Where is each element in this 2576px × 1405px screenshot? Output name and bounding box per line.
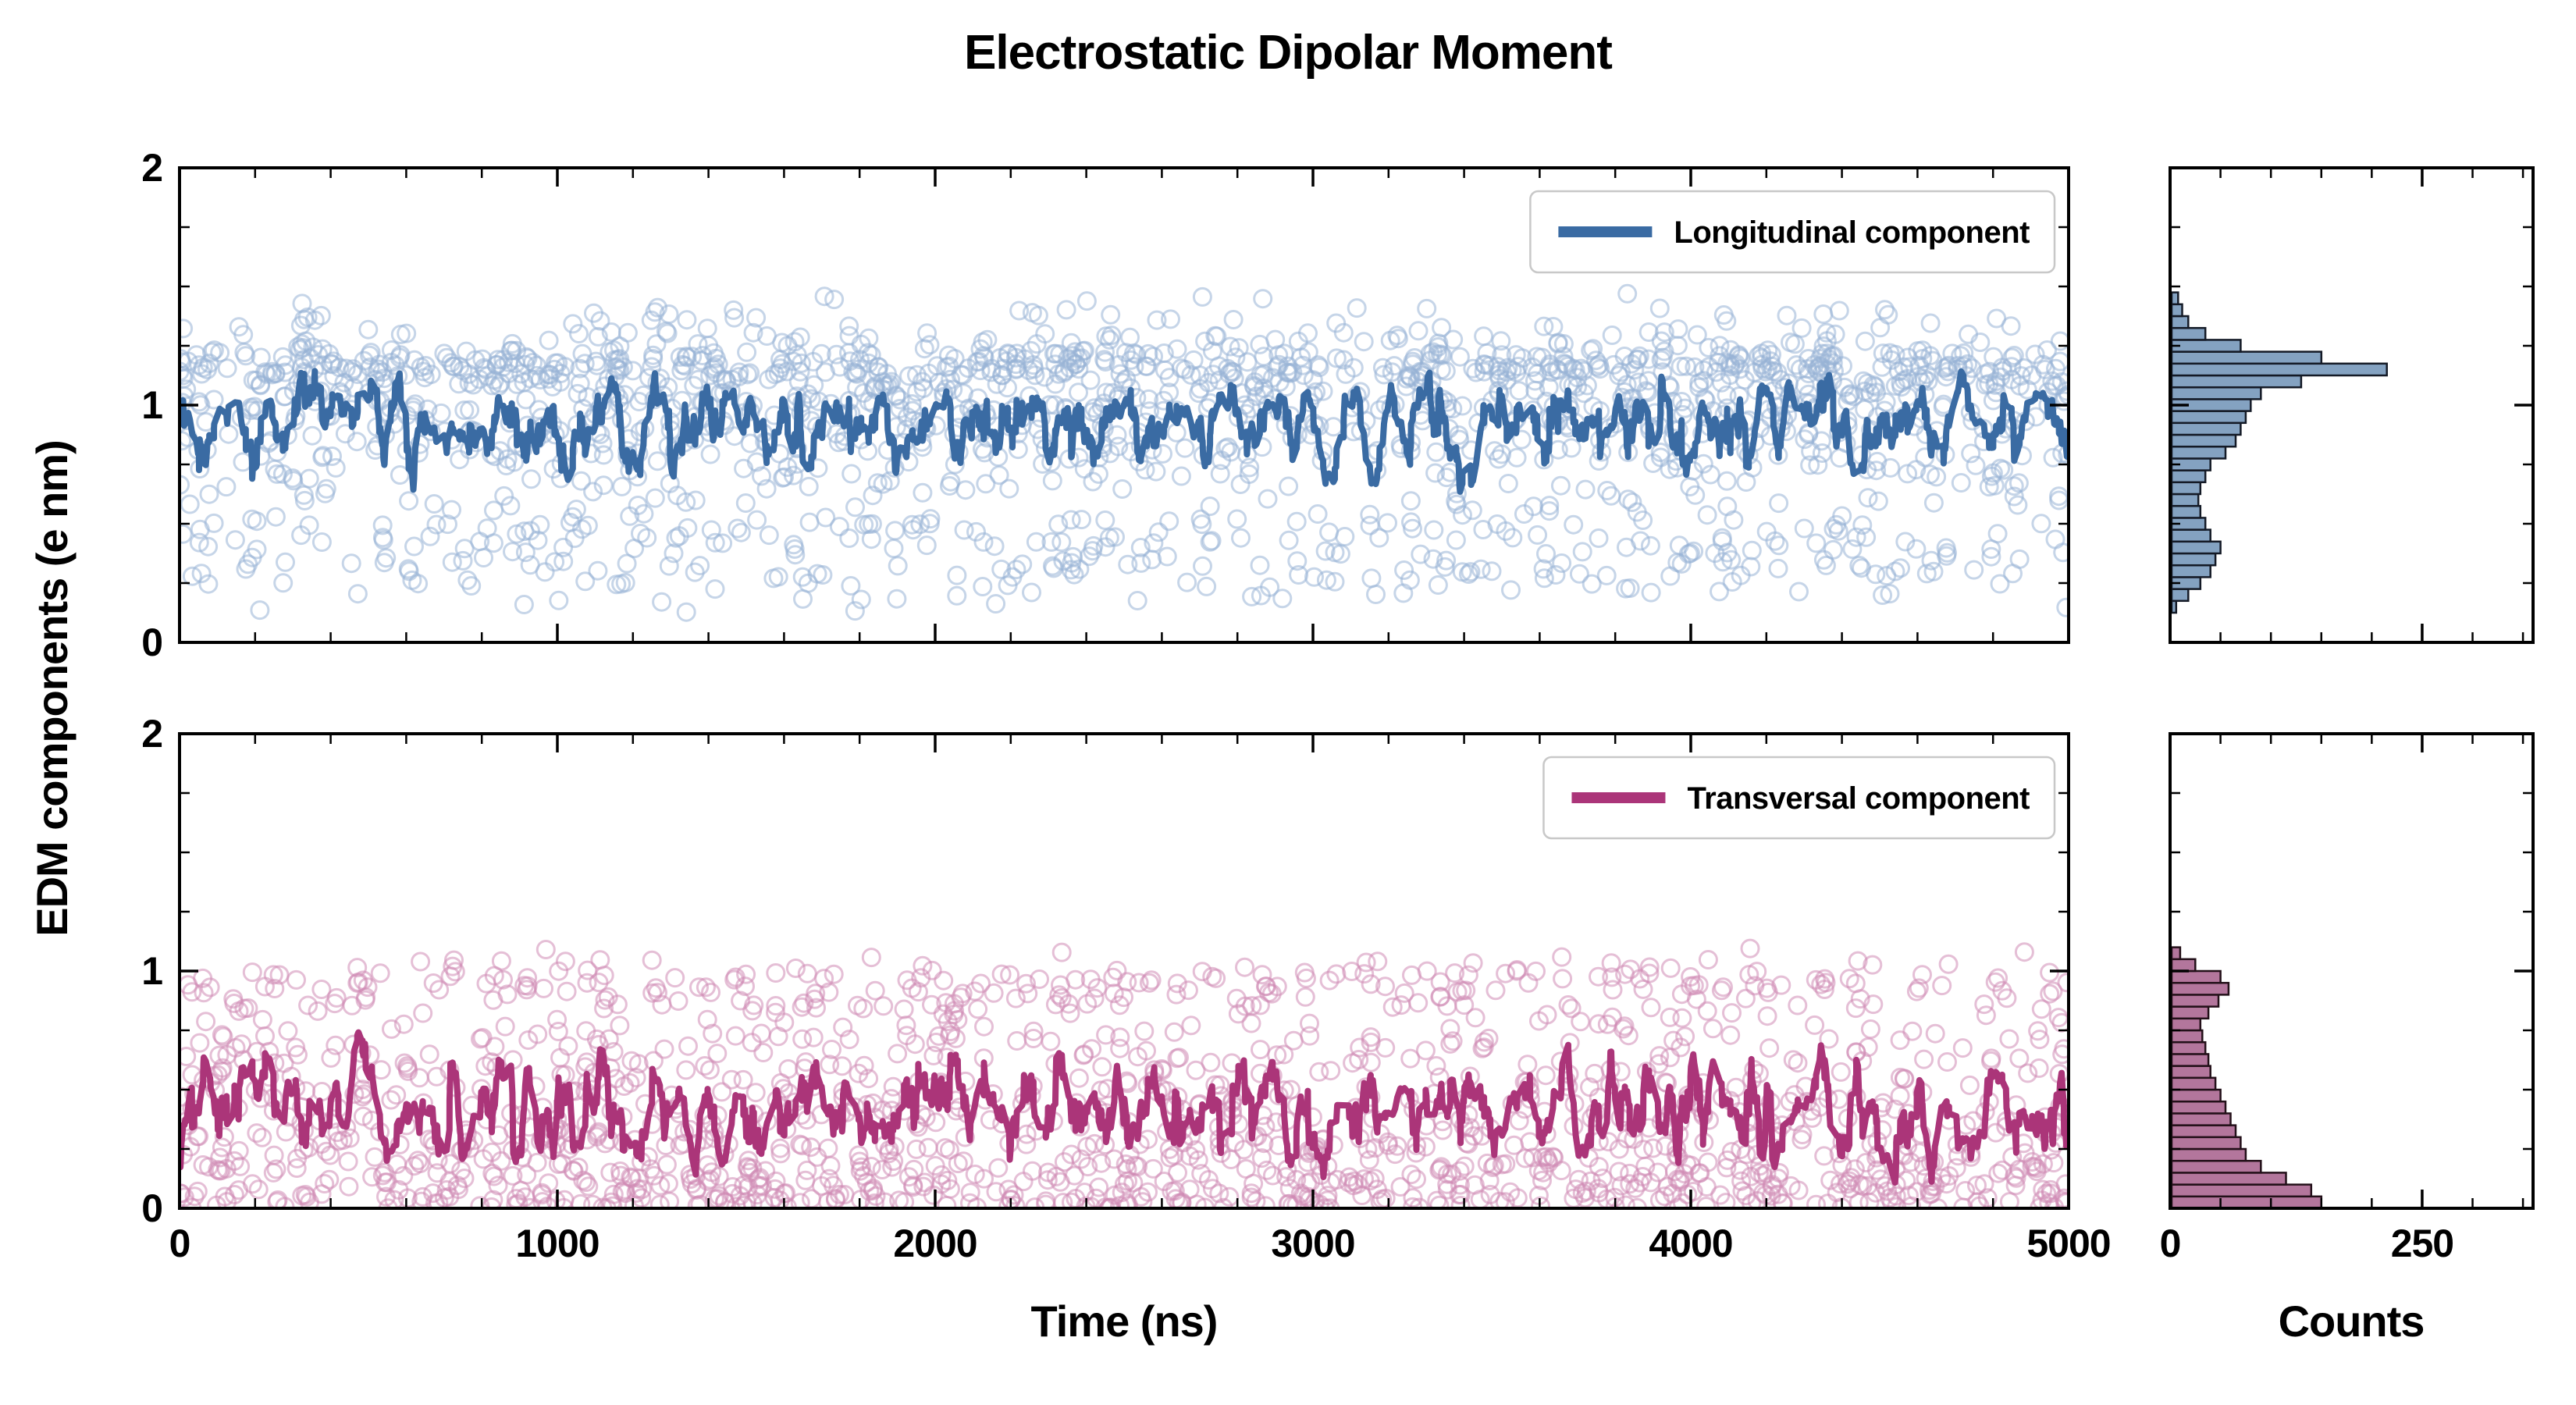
figure-title: Electrostatic Dipolar Moment <box>964 26 1612 80</box>
legend-longitudinal: Longitudinal component <box>1529 190 2056 274</box>
tick-label: 2 <box>141 712 162 756</box>
longitudinal-panel: 0 1 2 Longitudinal component <box>141 146 2070 664</box>
legend-transversal: Transversal component <box>1542 756 2056 840</box>
tick-label: 1 <box>141 383 162 427</box>
tick-label: 2 <box>141 146 162 190</box>
legend-box <box>1529 190 2056 274</box>
histogram-panel-longitudinal <box>2169 166 2535 644</box>
transversal-panel: 0 1000 2000 3000 4000 5000 0 1 2 Transversal com… <box>141 712 2111 1265</box>
histogram-panel-transversal: 0 250 <box>2160 732 2535 1265</box>
tick-label: 1000 <box>515 1222 599 1265</box>
histogram-bars-transversal <box>2170 946 2323 1210</box>
legend-box <box>1542 756 2056 840</box>
tick-label: 0 <box>141 621 162 664</box>
tick-label: 2000 <box>893 1222 977 1265</box>
legend-label-longitudinal: Longitudinal component <box>1674 215 2030 250</box>
y-axis-label: EDM components (e nm) <box>27 440 76 936</box>
axes-frame-transversal: 0 1000 2000 3000 4000 5000 0 1 2 <box>141 712 2111 1265</box>
tick-label: 1 <box>141 949 162 993</box>
tick-label: 5000 <box>2026 1222 2110 1265</box>
axes-frame-longitudinal: 0 1 2 <box>141 146 2070 664</box>
x-axis-label: Time (ns) <box>1031 1297 1218 1346</box>
average-line-longitudinal <box>180 368 2069 495</box>
scatter-points-longitudinal <box>180 283 2069 622</box>
tick-label: 0 <box>169 1222 190 1265</box>
tick-label: 250 <box>2391 1222 2453 1265</box>
tick-label: 0 <box>141 1186 162 1230</box>
axes-frame-hist-longitudinal <box>2169 166 2535 644</box>
legend-label-transversal: Transversal component <box>1687 781 2030 816</box>
tick-label: 3000 <box>1271 1222 1354 1265</box>
tick-label: 0 <box>2160 1222 2181 1265</box>
tick-label: 4000 <box>1649 1222 1732 1265</box>
axes-frame-hist-transversal: 0 250 <box>2160 732 2535 1265</box>
histogram-bars-longitudinal <box>2170 291 2388 614</box>
counts-axis-label: Counts <box>2279 1297 2425 1346</box>
average-line-transversal <box>180 1029 2069 1186</box>
